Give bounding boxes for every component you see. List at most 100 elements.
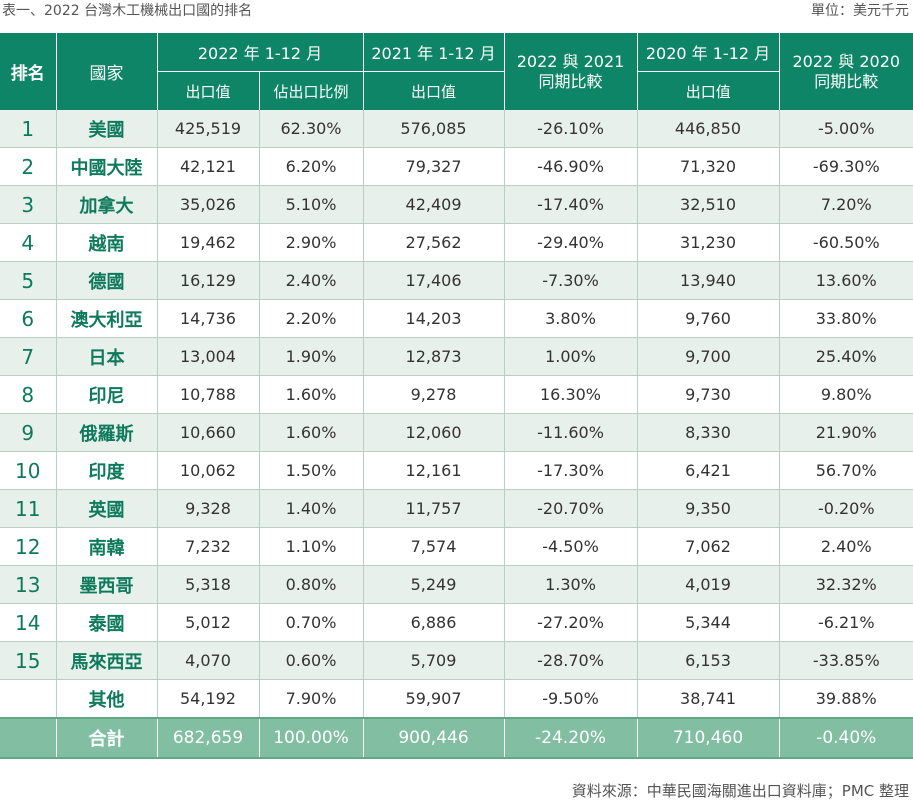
table-row: 9 俄羅斯 10,660 1.60% 12,060 -11.60% 8,330 21.90% [0,413,913,452]
total-compare-2021: -24.20% [504,717,638,759]
table-row: 5 德國 16,129 2.40% 17,406 -7.30% 13,940 13.60% [0,261,913,300]
export-2020-cell: 6,421 [637,451,780,490]
export-2021-cell: 27,562 [363,223,505,262]
unit-label: 單位：美元千元 [811,3,909,19]
export-2021-cell: 9,278 [363,375,505,414]
country-cell: 馬來西亞 [56,641,158,680]
rank-cell: 7 [0,337,57,376]
share-2022-cell: 6.20% [259,147,364,186]
rank-cell: 8 [0,375,57,414]
country-cell: 越南 [56,223,158,262]
export-2020-cell: 38,741 [637,679,780,719]
rank-cell: 12 [0,527,57,566]
country-cell: 印尼 [56,375,158,414]
export-2022-cell: 9,328 [157,489,260,528]
compare-2020-cell: 33.80% [779,299,913,338]
country-cell: 日本 [56,337,158,376]
country-cell: 加拿大 [56,185,158,224]
country-cell: 美國 [56,110,158,148]
rank-cell: 2 [0,147,57,186]
export-2020-cell: 9,730 [637,375,780,414]
total-share-2022: 100.00% [259,717,364,759]
export-2021-cell: 79,327 [363,147,505,186]
export-2020-cell: 9,700 [637,337,780,376]
export-2020-cell: 8,330 [637,413,780,452]
rank-cell: 13 [0,565,57,604]
export-2020-cell: 71,320 [637,147,780,186]
share-2022-cell: 1.50% [259,451,364,490]
compare-2020-cell: 21.90% [779,413,913,452]
compare-2020-cell: -0.20% [779,489,913,528]
total-export-2022: 682,659 [157,717,260,759]
export-2020-cell: 4,019 [637,565,780,604]
country-cell: 俄羅斯 [56,413,158,452]
compare-2021-cell: -46.90% [504,147,638,186]
export-2020-cell: 7,062 [637,527,780,566]
table-row: 12 南韓 7,232 1.10% 7,574 -4.50% 7,062 2.40% [0,527,913,566]
table-row: 8 印尼 10,788 1.60% 9,278 16.30% 9,730 9.80% [0,375,913,414]
export-2021-cell: 17,406 [363,261,505,300]
compare-2021-cell: -4.50% [504,527,638,566]
export-2021-cell: 5,249 [363,565,505,604]
share-2022-cell: 1.10% [259,527,364,566]
header-export-value-2022: 出口值 [157,71,260,110]
country-cell: 中國大陸 [56,147,158,186]
export-2021-cell: 12,161 [363,451,505,490]
compare-2020-cell: 56.70% [779,451,913,490]
compare-2020-cell: 39.88% [779,679,913,719]
table-row: 4 越南 19,462 2.90% 27,562 -29.40% 31,230 -60.50% [0,223,913,262]
share-2022-cell: 0.80% [259,565,364,604]
export-2020-cell: 5,344 [637,603,780,642]
export-2022-cell: 425,519 [157,110,260,148]
share-2022-cell: 7.90% [259,679,364,719]
table-row: 3 加拿大 35,026 5.10% 42,409 -17.40% 32,510 7.20% [0,185,913,224]
table-row: 10 印度 10,062 1.50% 12,161 -17.30% 6,421 56.70% [0,451,913,490]
share-2022-cell: 1.90% [259,337,364,376]
export-2021-cell: 576,085 [363,110,505,148]
header-compare-2020-line2: 同期比較 [814,71,879,91]
compare-2021-cell: -17.40% [504,185,638,224]
rank-cell: 9 [0,413,57,452]
compare-2020-cell: 7.20% [779,185,913,224]
export-2020-cell: 13,940 [637,261,780,300]
compare-2021-cell: 16.30% [504,375,638,414]
share-2022-cell: 5.10% [259,185,364,224]
export-2021-cell: 42,409 [363,185,505,224]
total-export-2020: 710,460 [637,717,780,759]
export-2022-cell: 16,129 [157,261,260,300]
export-2022-cell: 54,192 [157,679,260,719]
export-2020-cell: 9,350 [637,489,780,528]
export-2021-cell: 12,060 [363,413,505,452]
compare-2020-cell: 13.60% [779,261,913,300]
table-row: 6 澳大利亞 14,736 2.20% 14,203 3.80% 9,760 33.80% [0,299,913,338]
export-2021-cell: 6,886 [363,603,505,642]
compare-2020-cell: -60.50% [779,223,913,262]
export-2022-cell: 19,462 [157,223,260,262]
table-row: 11 英國 9,328 1.40% 11,757 -20.70% 9,350 -0.20% [0,489,913,528]
total-export-2021: 900,446 [363,717,505,759]
total-row: 合計 682,659 100.00% 900,446 -24.20% 710,4… [0,717,913,759]
share-2022-cell: 2.40% [259,261,364,300]
export-2020-cell: 31,230 [637,223,780,262]
header-group-2021: 2021 年 1-12 月 [363,33,505,72]
export-2022-cell: 14,736 [157,299,260,338]
table-row: 13 墨西哥 5,318 0.80% 5,249 1.30% 4,019 32.32% [0,565,913,604]
table-body: 1 美國 425,519 62.30% 576,085 -26.10% 446,850 -5.… [0,110,913,719]
country-cell: 澳大利亞 [56,299,158,338]
compare-2020-cell: 2.40% [779,527,913,566]
share-2022-cell: 1.40% [259,489,364,528]
header-group-2020: 2020 年 1-12 月 [637,33,780,72]
export-2020-cell: 9,760 [637,299,780,338]
table-row: 14 泰國 5,012 0.70% 6,886 -27.20% 5,344 -6.21% [0,603,913,642]
compare-2021-cell: -28.70% [504,641,638,680]
share-2022-cell: 0.60% [259,641,364,680]
header-group-2022: 2022 年 1-12 月 [157,33,364,72]
export-2020-cell: 446,850 [637,110,780,148]
export-2022-cell: 7,232 [157,527,260,566]
table-row: 2 中國大陸 42,121 6.20% 79,327 -46.90% 71,320 -69.3… [0,147,913,186]
table-title: 表一、2022 台灣木工機械出口國的排名 [2,3,253,19]
table-row: 其他 54,192 7.90% 59,907 -9.50% 38,741 39.88% [0,679,913,719]
export-2022-cell: 10,660 [157,413,260,452]
header-compare-2021: 2022 與 2021 同期比較 [504,33,638,110]
export-2022-cell: 5,318 [157,565,260,604]
